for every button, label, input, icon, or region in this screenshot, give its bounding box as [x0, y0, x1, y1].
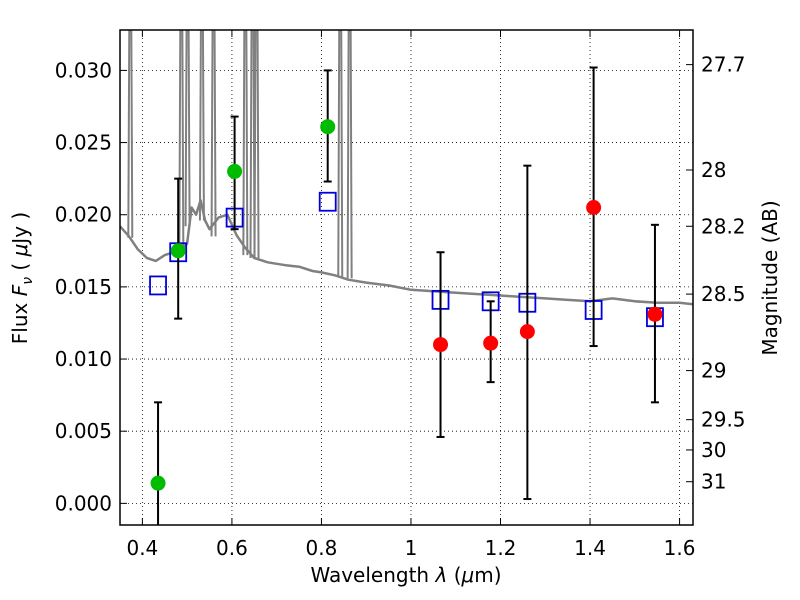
model-photometry-square: [149, 275, 167, 296]
x-tick-label: 0.6: [216, 536, 248, 560]
y2-tick-label: 28.5: [701, 282, 746, 306]
red-data-point: [647, 306, 663, 322]
emission-line: [127, 30, 134, 238]
emission-line: [178, 30, 185, 248]
emission-line: [210, 30, 217, 237]
x-tick-label: 0.8: [306, 536, 338, 560]
y-tick-label: 0.000: [55, 491, 112, 515]
y2-tick-label: 31: [701, 470, 726, 494]
x-tick-label: 1.2: [485, 536, 517, 560]
y2-tick-label: 29.5: [701, 408, 746, 432]
emission-line: [184, 30, 191, 227]
y2-tick-label: 29: [701, 359, 726, 383]
emission-line: [346, 30, 353, 279]
y-tick-label: 0.020: [55, 203, 112, 227]
emission-line: [253, 30, 260, 259]
red-data-point: [483, 335, 499, 351]
emission-line: [249, 30, 256, 259]
x-tick-label: 1.6: [664, 536, 696, 560]
plot-area: [120, 30, 693, 525]
y2-tick-label: 28.2: [701, 214, 746, 238]
green-data-point: [150, 475, 166, 491]
y2-axis-label: Magnitude (AB): [758, 200, 782, 355]
x-tick-label: 1: [405, 536, 418, 560]
y-tick-label: 0.015: [55, 275, 112, 299]
red-data-point: [586, 200, 602, 216]
grid: [120, 30, 693, 525]
y-tick-label: 0.010: [55, 347, 112, 371]
y2-tick-label: 28: [701, 158, 726, 182]
y2-tick-label: 30: [701, 438, 726, 462]
model-photometry-square: [318, 191, 337, 212]
y2-tick-label: 27.7: [701, 53, 746, 77]
x-tick-label: 1.4: [574, 536, 606, 560]
green-data-point: [170, 243, 186, 259]
axes-frame: [119, 29, 694, 526]
green-data-point: [227, 163, 243, 179]
red-data-point: [433, 337, 449, 353]
emission-line: [198, 30, 205, 221]
emission-line: [337, 30, 344, 277]
y-axis-label: Flux Fν ( μJy ): [8, 212, 36, 344]
x-tick-label: 0.4: [126, 536, 158, 560]
y-tick-label: 0.030: [55, 58, 112, 82]
red-data-point: [519, 324, 535, 340]
emission-line: [242, 30, 249, 256]
green-data-point: [320, 119, 336, 135]
y-tick-label: 0.005: [55, 419, 112, 443]
ticks: 0.4 0.6 0.8 1 1.2 1.4 1.6 0.000 0.005 0.010 0.015 0…: [55, 30, 746, 560]
y-tick-label: 0.025: [55, 131, 112, 155]
x-axis-label: Wavelength λ (μm): [310, 563, 501, 587]
